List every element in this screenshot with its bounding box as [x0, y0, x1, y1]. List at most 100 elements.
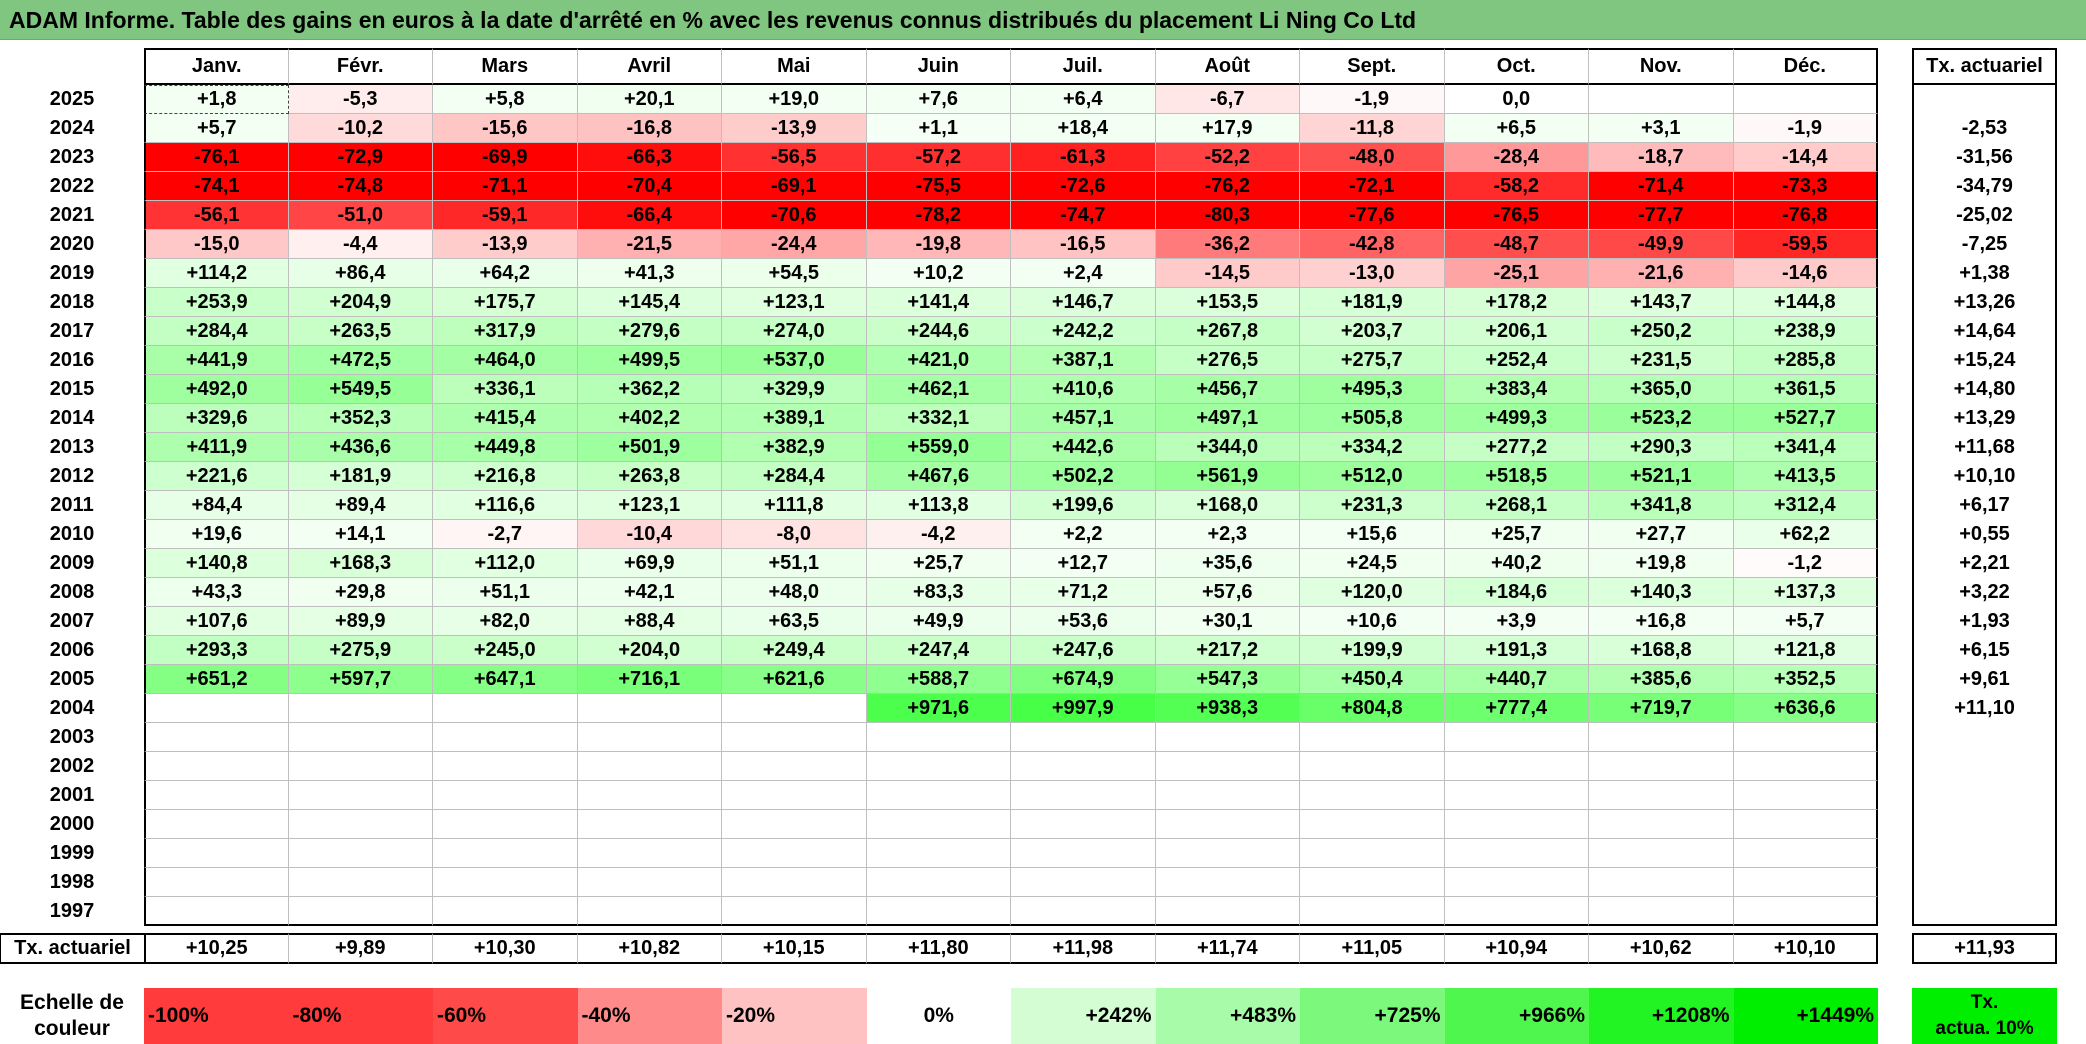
table-cell[interactable]: -59,5 [1733, 230, 1878, 259]
table-cell[interactable]: +14,1 [288, 520, 433, 549]
table-cell[interactable]: +88,4 [577, 607, 722, 636]
table-cell[interactable]: +719,7 [1589, 694, 1734, 723]
table-cell[interactable] [866, 897, 1011, 926]
table-cell[interactable]: -13,9 [722, 114, 867, 143]
table-cell[interactable]: -1,2 [1733, 549, 1878, 578]
table-cell[interactable]: -4,4 [288, 230, 433, 259]
table-cell[interactable]: +42,1 [577, 578, 722, 607]
table-cell[interactable]: +199,9 [1300, 636, 1445, 665]
table-cell[interactable] [866, 810, 1011, 839]
table-cell[interactable]: -6,7 [1155, 85, 1300, 114]
table-cell[interactable] [577, 723, 722, 752]
table-cell[interactable]: -14,5 [1155, 259, 1300, 288]
table-cell[interactable] [1300, 723, 1445, 752]
table-cell[interactable]: +547,3 [1155, 665, 1300, 694]
table-cell[interactable] [722, 781, 867, 810]
table-cell[interactable]: -71,4 [1589, 172, 1734, 201]
table-cell[interactable]: -72,9 [288, 143, 433, 172]
table-cell[interactable]: +121,8 [1733, 636, 1878, 665]
table-cell[interactable]: +35,6 [1155, 549, 1300, 578]
table-cell[interactable]: +3,1 [1589, 114, 1734, 143]
table-cell[interactable]: -25,1 [1444, 259, 1589, 288]
table-cell[interactable]: -72,6 [1011, 172, 1156, 201]
table-cell[interactable]: +145,4 [577, 288, 722, 317]
table-cell[interactable] [1733, 897, 1878, 926]
table-cell[interactable]: +647,1 [433, 665, 578, 694]
table-cell[interactable] [1444, 723, 1589, 752]
table-cell[interactable]: +467,6 [866, 462, 1011, 491]
table-cell[interactable] [1011, 752, 1156, 781]
table-cell[interactable]: -74,1 [144, 172, 289, 201]
table-cell[interactable] [288, 868, 433, 897]
table-cell[interactable]: +253,9 [144, 288, 289, 317]
table-cell[interactable]: +141,4 [866, 288, 1011, 317]
table-cell[interactable]: +499,5 [577, 346, 722, 375]
table-cell[interactable]: +389,1 [722, 404, 867, 433]
table-cell[interactable]: +521,1 [1589, 462, 1734, 491]
table-cell[interactable] [1155, 723, 1300, 752]
table-cell[interactable] [1011, 897, 1156, 926]
table-cell[interactable]: -80,3 [1155, 201, 1300, 230]
table-cell[interactable]: +317,9 [433, 317, 578, 346]
table-cell[interactable]: +777,4 [1444, 694, 1589, 723]
table-cell[interactable]: +492,0 [144, 375, 289, 404]
table-cell[interactable]: +140,8 [144, 549, 289, 578]
table-cell[interactable]: -11,8 [1300, 114, 1445, 143]
table-cell[interactable] [577, 810, 722, 839]
table-cell[interactable]: +275,7 [1300, 346, 1445, 375]
table-cell[interactable] [1589, 723, 1734, 752]
table-cell[interactable]: +252,4 [1444, 346, 1589, 375]
table-cell[interactable]: -69,9 [433, 143, 578, 172]
table-cell[interactable]: +20,1 [577, 85, 722, 114]
table-cell[interactable]: -1,9 [1733, 114, 1878, 143]
table-cell[interactable]: +249,4 [722, 636, 867, 665]
table-cell[interactable]: +24,5 [1300, 549, 1445, 578]
table-cell[interactable] [1589, 85, 1734, 114]
table-cell[interactable]: +276,5 [1155, 346, 1300, 375]
table-cell[interactable]: +51,1 [433, 578, 578, 607]
table-cell[interactable]: -69,1 [722, 172, 867, 201]
table-cell[interactable]: -76,5 [1444, 201, 1589, 230]
table-cell[interactable] [1155, 810, 1300, 839]
table-cell[interactable]: -76,1 [144, 143, 289, 172]
table-cell[interactable]: +203,7 [1300, 317, 1445, 346]
table-cell[interactable] [1155, 781, 1300, 810]
table-cell[interactable] [1155, 868, 1300, 897]
table-cell[interactable]: +19,6 [144, 520, 289, 549]
table-cell[interactable]: +636,6 [1733, 694, 1878, 723]
table-cell[interactable] [1444, 897, 1589, 926]
table-cell[interactable] [1011, 810, 1156, 839]
table-cell[interactable]: -36,2 [1155, 230, 1300, 259]
table-cell[interactable]: +341,8 [1589, 491, 1734, 520]
table-cell[interactable]: +402,2 [577, 404, 722, 433]
table-cell[interactable] [1444, 810, 1589, 839]
table-cell[interactable]: +1,8 [144, 85, 289, 114]
table-cell[interactable]: -74,7 [1011, 201, 1156, 230]
table-cell[interactable]: +184,6 [1444, 578, 1589, 607]
table-cell[interactable]: -77,7 [1589, 201, 1734, 230]
table-cell[interactable]: +69,9 [577, 549, 722, 578]
table-cell[interactable]: +621,6 [722, 665, 867, 694]
table-cell[interactable]: +71,2 [1011, 578, 1156, 607]
table-cell[interactable]: +137,3 [1733, 578, 1878, 607]
table-cell[interactable] [144, 810, 289, 839]
table-cell[interactable]: +1,1 [866, 114, 1011, 143]
table-cell[interactable]: +19,8 [1589, 549, 1734, 578]
table-cell[interactable]: +40,2 [1444, 549, 1589, 578]
table-cell[interactable] [577, 868, 722, 897]
table-cell[interactable]: +181,9 [288, 462, 433, 491]
table-cell[interactable]: +329,9 [722, 375, 867, 404]
table-cell[interactable] [577, 839, 722, 868]
table-cell[interactable]: +217,2 [1155, 636, 1300, 665]
table-cell[interactable]: +268,1 [1444, 491, 1589, 520]
table-cell[interactable]: +153,5 [1155, 288, 1300, 317]
table-cell[interactable]: +938,3 [1155, 694, 1300, 723]
table-cell[interactable]: -58,2 [1444, 172, 1589, 201]
table-cell[interactable]: +716,1 [577, 665, 722, 694]
table-cell[interactable]: +456,7 [1155, 375, 1300, 404]
table-cell[interactable]: +112,0 [433, 549, 578, 578]
table-cell[interactable]: +597,7 [288, 665, 433, 694]
table-cell[interactable]: 0,0 [1444, 85, 1589, 114]
table-cell[interactable] [144, 694, 289, 723]
table-cell[interactable]: +123,1 [722, 288, 867, 317]
